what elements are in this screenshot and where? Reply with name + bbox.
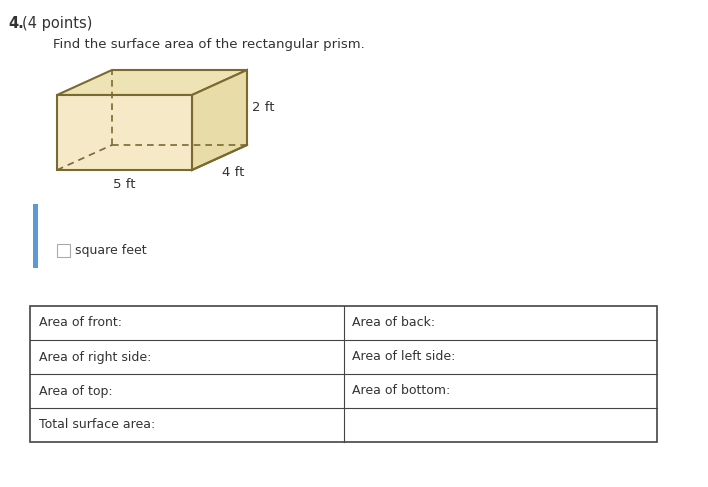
Text: Area of right side:: Area of right side: (39, 351, 152, 363)
Polygon shape (192, 70, 247, 170)
Polygon shape (57, 95, 192, 170)
Text: 4.: 4. (8, 16, 24, 31)
Text: (4 points): (4 points) (22, 16, 92, 31)
Text: Find the surface area of the rectangular prism.: Find the surface area of the rectangular… (53, 38, 365, 51)
Bar (57, 244, 70, 257)
Text: Area of bottom:: Area of bottom: (353, 385, 451, 397)
Text: 4 ft: 4 ft (222, 166, 244, 179)
Text: Area of left side:: Area of left side: (353, 351, 456, 363)
Polygon shape (57, 70, 247, 95)
Text: Area of front:: Area of front: (39, 317, 122, 330)
Text: 2 ft: 2 ft (252, 101, 275, 114)
Text: Area of top:: Area of top: (39, 385, 113, 397)
Text: square feet: square feet (75, 244, 147, 257)
Text: Total surface area:: Total surface area: (39, 418, 155, 431)
Bar (33, 204, 38, 268)
Text: Area of back:: Area of back: (353, 317, 435, 330)
Bar (30, 306, 657, 442)
Text: 5 ft: 5 ft (113, 178, 136, 191)
